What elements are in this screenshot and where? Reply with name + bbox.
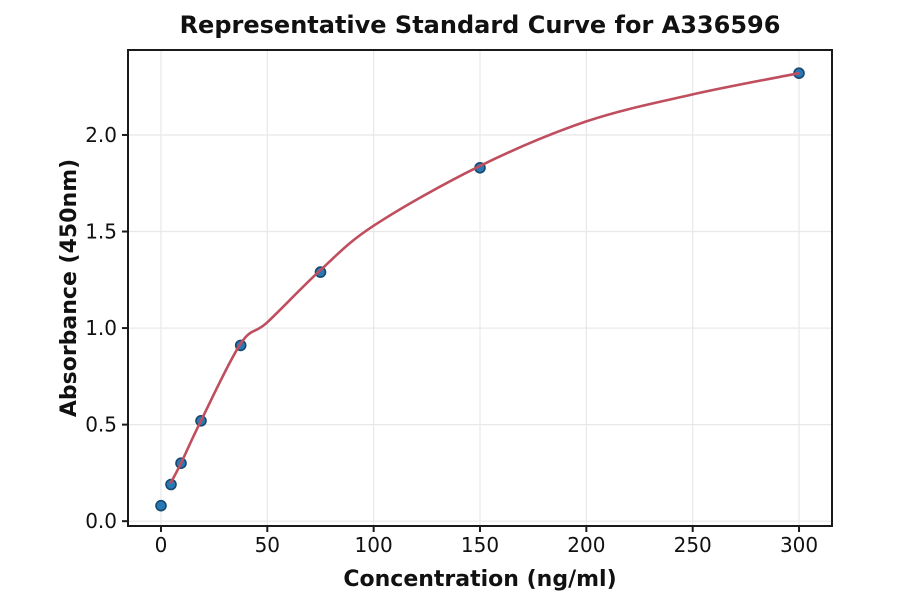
x-tick-label: 250 xyxy=(674,533,712,557)
y-tick-label: 1.5 xyxy=(85,220,117,244)
x-tick-label: 200 xyxy=(567,533,605,557)
grid-layer xyxy=(128,50,832,526)
data-point xyxy=(165,478,177,491)
x-tick-label: 150 xyxy=(461,533,499,557)
y-tick-label: 2.0 xyxy=(85,123,117,147)
x-tick-label: 50 xyxy=(255,533,280,557)
y-axis-label: Absorbance (450nm) xyxy=(57,159,82,417)
x-axis-label: Concentration (ng/ml) xyxy=(343,567,616,592)
x-tick-label: 0 xyxy=(155,533,168,557)
fit-curve-line xyxy=(169,71,801,484)
chart-title: Representative Standard Curve for A33659… xyxy=(180,11,781,39)
tick-layer: 0 50 100 150 200 250 300 0.0 0.5 1.0 1.5 2.0 xyxy=(85,123,818,557)
y-tick-label: 1.0 xyxy=(85,316,117,340)
data-point xyxy=(314,266,327,278)
x-tick-label: 100 xyxy=(355,533,393,557)
y-tick-label: 0.0 xyxy=(85,509,117,533)
y-tick-label: 0.5 xyxy=(85,413,117,437)
x-tick-label: 300 xyxy=(780,533,818,557)
data-point xyxy=(155,499,167,512)
